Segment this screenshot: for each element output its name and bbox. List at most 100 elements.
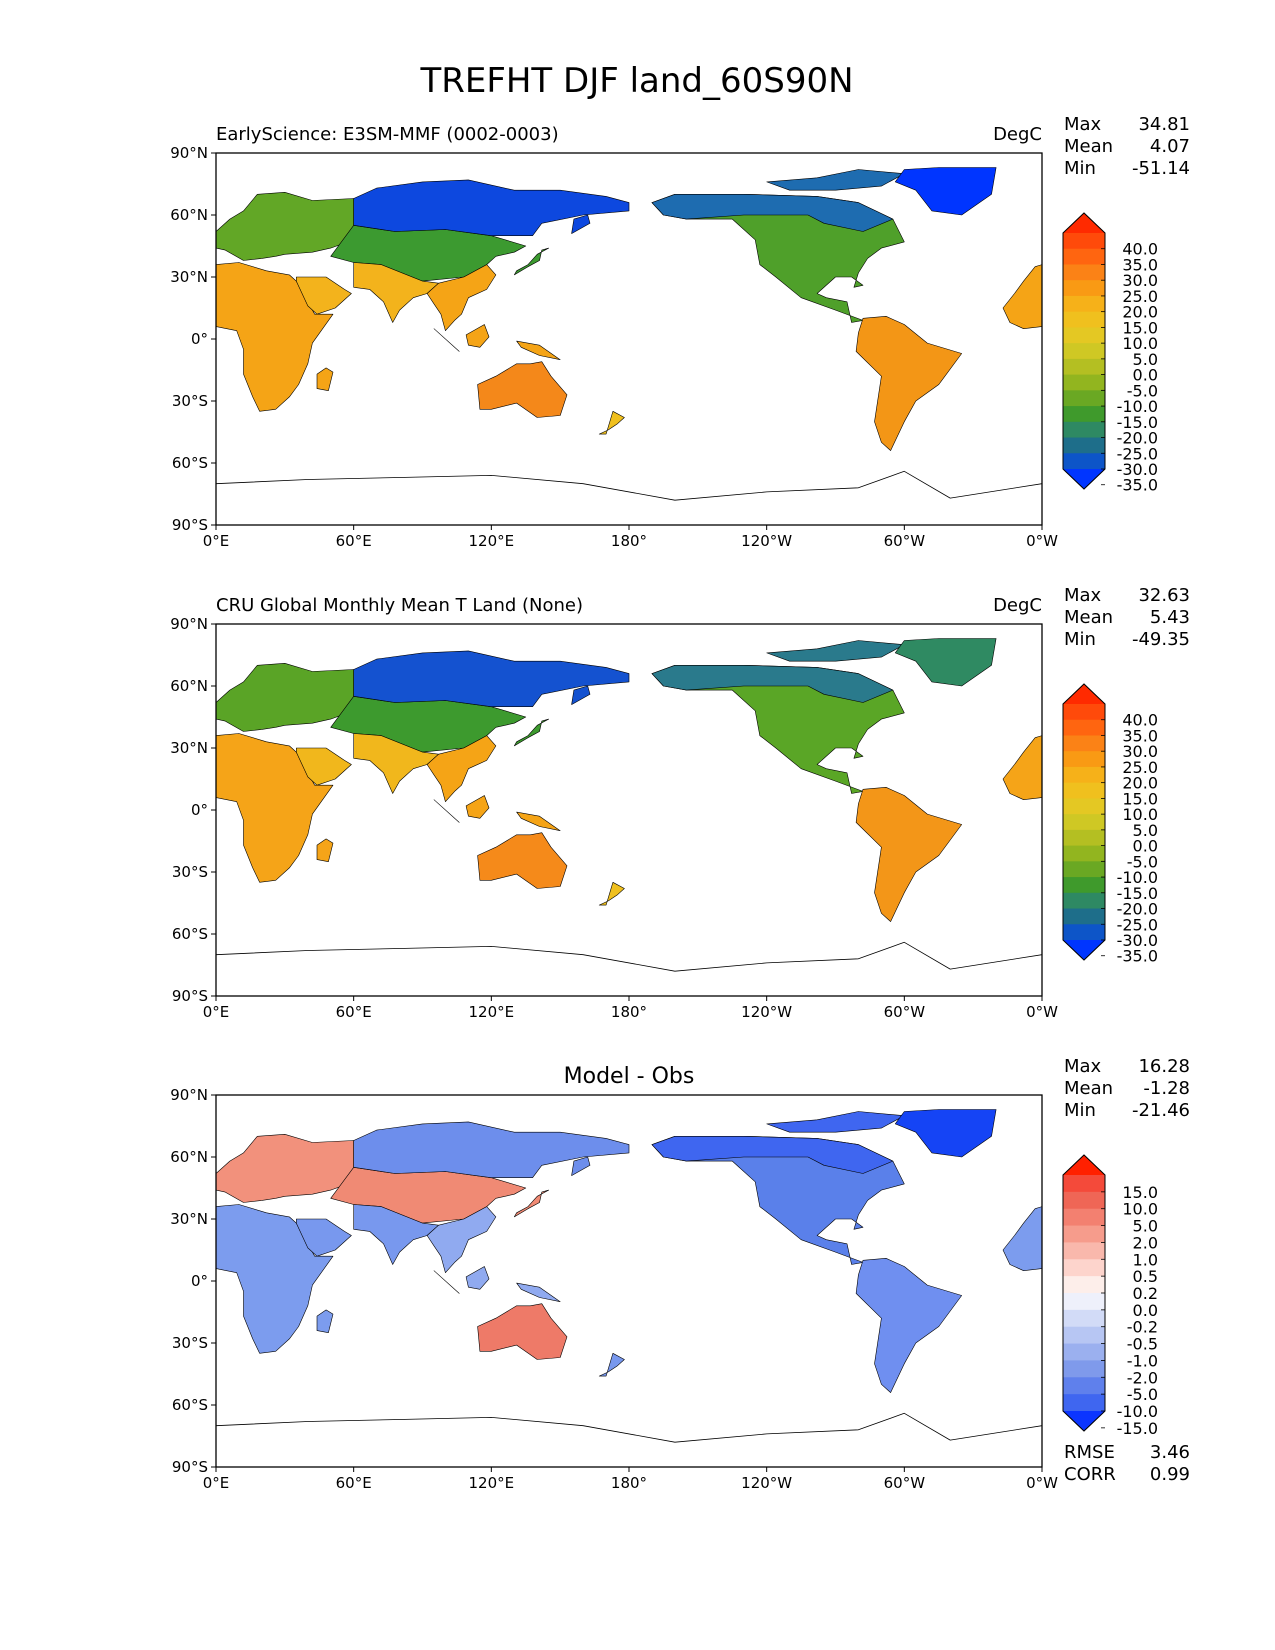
map-field [216, 1095, 1042, 1467]
y-tick-label: 0° [191, 330, 208, 348]
land-madagascar [316, 367, 334, 392]
colorbar-tick-label: 15.0 [1122, 1183, 1158, 1202]
colorbar-bin [1063, 1293, 1105, 1311]
colorbar-bin [1063, 406, 1105, 423]
y-tick-label: 30°N [170, 1210, 208, 1228]
stat-value: 32.63 [1138, 585, 1190, 606]
colorbar-bin [1063, 845, 1105, 862]
x-tick-label: 0°E [203, 1003, 230, 1021]
colorbar-tick-label: 40.0 [1122, 711, 1158, 730]
colorbar-tick-label: 0.0 [1133, 1301, 1158, 1320]
y-tick-label: 90°N [170, 615, 208, 633]
colorbar-extend-min [1063, 940, 1105, 960]
x-tick-label: 180° [611, 1003, 647, 1021]
colorbar-tick-label: -25.0 [1117, 915, 1158, 934]
colorbar-tick-label: -15.0 [1117, 1419, 1158, 1438]
stat-value: -49.35 [1132, 629, 1190, 650]
x-tick-label: 120°E [469, 532, 515, 550]
x-tick-label: 120°E [469, 1003, 515, 1021]
y-tick-label: 30°N [170, 268, 208, 286]
colorbar-tick-label: -5.0 [1127, 852, 1158, 871]
colorbar-tick-label: 5.0 [1133, 350, 1158, 369]
colorbar-tick-label: 25.0 [1122, 758, 1158, 777]
colorbar-extend-max [1063, 1155, 1105, 1175]
land-india [353, 262, 439, 323]
colorbar-tick-label: 0.2 [1133, 1284, 1158, 1303]
colorbar-bin [1063, 1175, 1105, 1193]
land-japan [513, 1189, 550, 1218]
colorbar-tick-label: -2.0 [1127, 1368, 1158, 1387]
colorbar-tick-label: -5.0 [1127, 381, 1158, 400]
colorbar-tick-label: -20.0 [1117, 429, 1158, 448]
colorbar-bin [1063, 877, 1105, 894]
colorbar-tick-label: -15.0 [1117, 884, 1158, 903]
land-arctic-is [766, 169, 905, 191]
colorbar: 40.035.030.025.020.015.010.05.00.0-5.0-1… [1062, 212, 1158, 495]
colorbar-tick-label: -10.0 [1117, 1402, 1158, 1421]
colorbar: 40.035.030.025.020.015.010.05.00.0-5.0-1… [1062, 683, 1158, 966]
colorbar-tick-label: -10.0 [1117, 868, 1158, 887]
x-tick-label: 0°W [1026, 1003, 1058, 1021]
colorbar-bin [1063, 1242, 1105, 1260]
colorbar-tick-label: 2.0 [1133, 1233, 1158, 1252]
colorbar-bin [1063, 782, 1105, 799]
land-japan [513, 247, 550, 276]
land-se-asia [426, 1206, 497, 1273]
x-tick-label: 0°W [1026, 1474, 1058, 1492]
colorbar-tick-label: 5.0 [1133, 821, 1158, 840]
land-arabia [295, 1218, 352, 1257]
land-newguinea [516, 1282, 561, 1302]
x-tick-label: 180° [611, 1474, 647, 1492]
colorbar-bin [1063, 280, 1105, 297]
y-tick-label: 90°N [170, 144, 208, 162]
land-madagascar [316, 1309, 334, 1333]
colorbar-bin [1063, 311, 1105, 328]
panel-diff: 0°E 60°E 120°E 180° 120°W 60°W 0°W 90°N 60°N 30°N… [170, 1056, 1190, 1492]
colorbar-tick-label: 10.0 [1122, 805, 1158, 824]
colorbar-bin [1063, 343, 1105, 360]
land-antarctica [216, 941, 1042, 996]
land-siberia [353, 650, 630, 708]
stat-label: Min [1064, 1100, 1096, 1121]
land-africa [216, 1204, 334, 1354]
y-tick-label: 60°S [172, 925, 208, 943]
colorbar-tick-label: -1.0 [1127, 1351, 1158, 1370]
colorbar-extend-max [1063, 684, 1105, 704]
stat-label: Mean [1064, 607, 1113, 628]
y-tick-label: 60°N [170, 1148, 208, 1166]
x-tick-label: 120°E [469, 1474, 515, 1492]
colorbar-tick-label: 35.0 [1122, 726, 1158, 745]
land-nz [598, 881, 625, 906]
x-tick-label: 120°W [741, 1474, 792, 1492]
colorbar-tick-label: 10.0 [1122, 334, 1158, 353]
land-greenland [894, 1109, 997, 1158]
land-kamchatka [571, 685, 591, 705]
land-newguinea [516, 340, 561, 361]
colorbar-bin [1063, 861, 1105, 878]
colorbar-bin [1063, 735, 1105, 752]
colorbar-bin [1063, 798, 1105, 815]
stat-label: Min [1064, 158, 1096, 179]
x-tick-label: 60°E [336, 1474, 372, 1492]
y-tick-label: 90°S [172, 516, 208, 534]
colorbar-bin [1063, 264, 1105, 281]
colorbar-tick-label: -15.0 [1117, 413, 1158, 432]
y-tick-label: 90°N [170, 1086, 208, 1104]
colorbar-tick-label: 5.0 [1133, 1217, 1158, 1236]
y-tick-label: 60°S [172, 454, 208, 472]
colorbar-bin [1063, 892, 1105, 910]
land-arctic-is [766, 1111, 905, 1133]
panel-model: 0°E 60°E 120°E 180° 120°W 60°W 0°W 90°N 60°N 30°N… [170, 114, 1190, 550]
stat-label: Max [1064, 585, 1102, 606]
panel-left-title: CRU Global Monthly Mean T Land (None) [216, 595, 583, 616]
y-tick-label: 60°S [172, 1396, 208, 1414]
x-tick-label: 60°E [336, 1003, 372, 1021]
colorbar-tick-label: -25.0 [1117, 444, 1158, 463]
land-canada [651, 664, 894, 703]
colorbar-bin [1063, 924, 1105, 941]
metric-value: 3.46 [1150, 1442, 1190, 1463]
colorbar-tick-label: -0.2 [1127, 1318, 1158, 1337]
colorbar-bin [1063, 1259, 1105, 1277]
stat-value: -21.46 [1132, 1100, 1190, 1121]
